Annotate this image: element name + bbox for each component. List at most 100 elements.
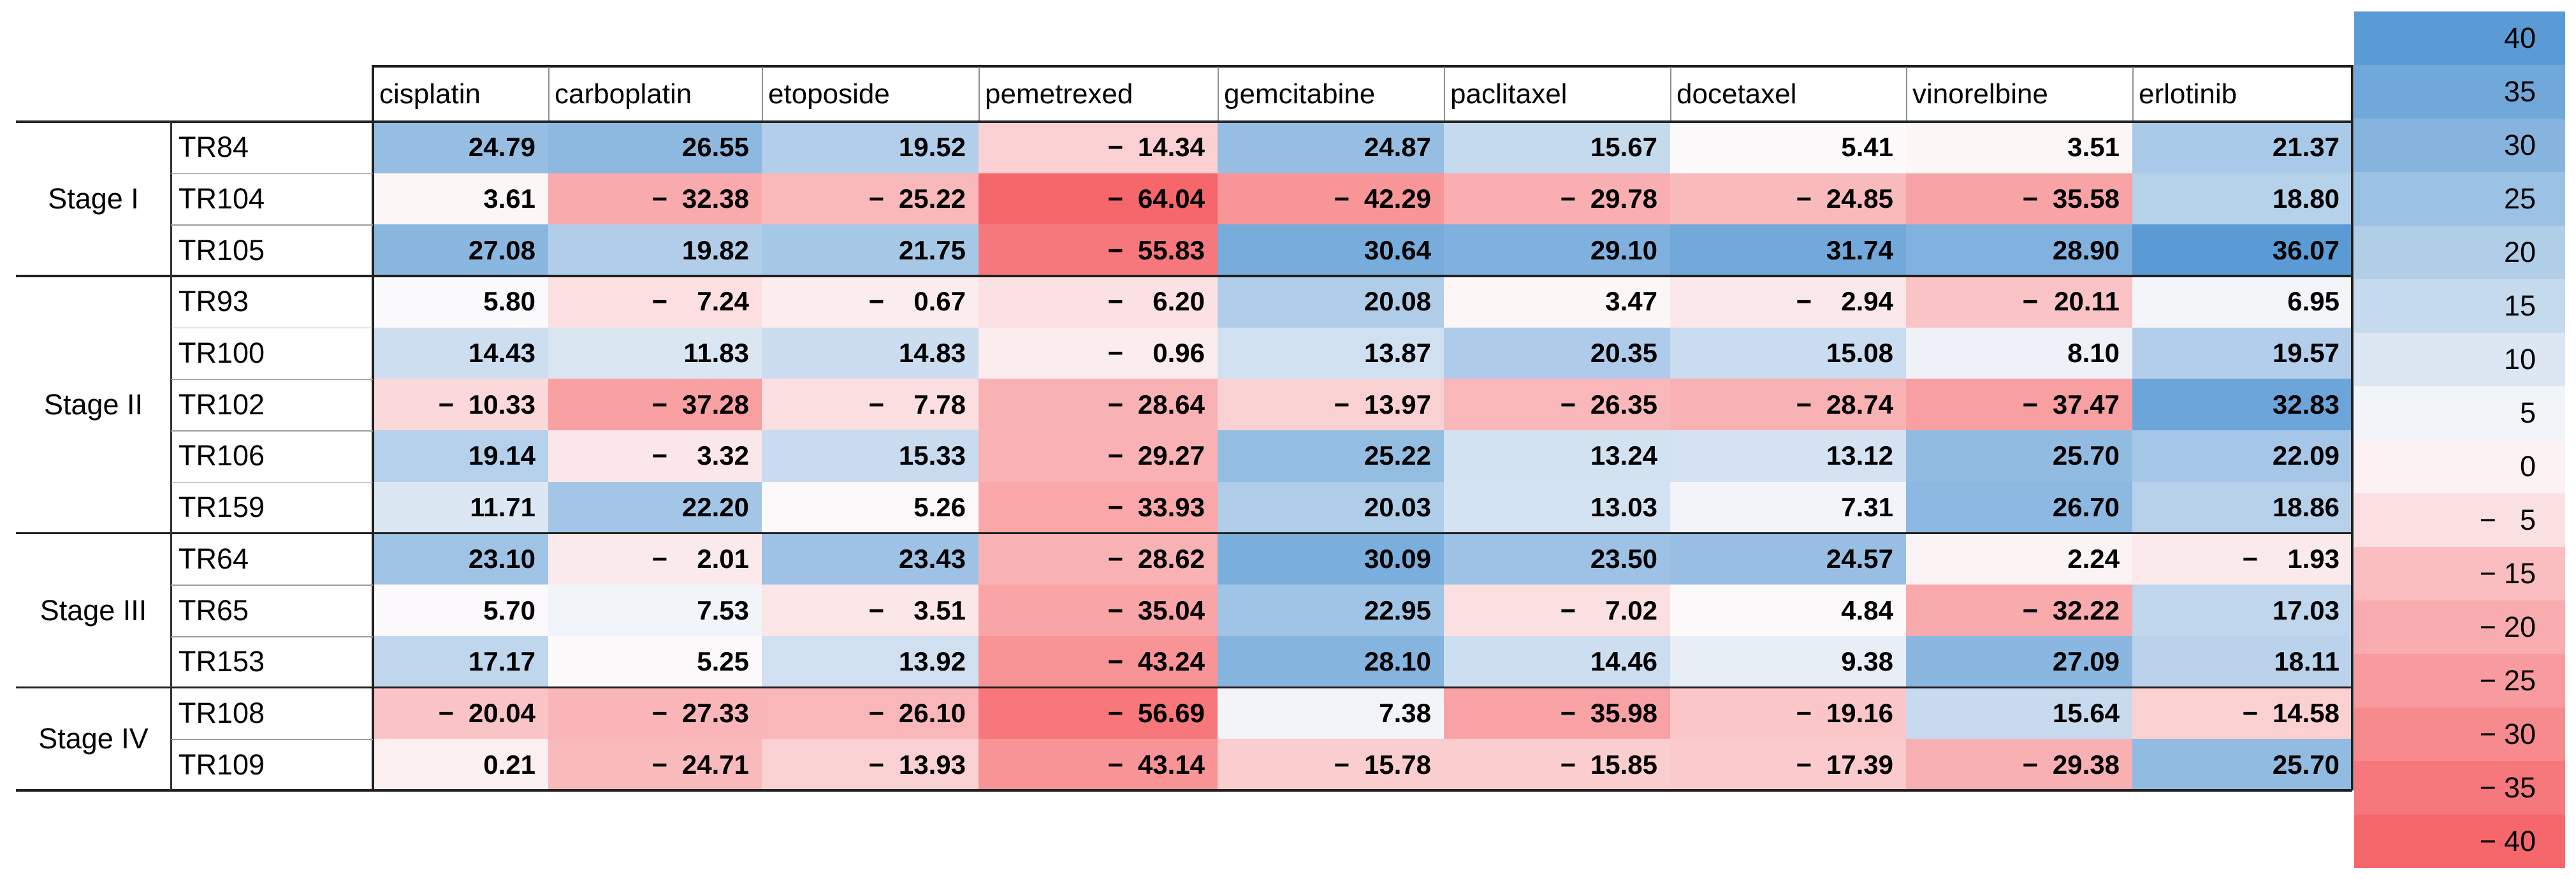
cell-TR153-paclitaxel[interactable]: 14.46 [1444, 636, 1670, 688]
cell-TR109-pemetrexed[interactable]: −43.14 [979, 739, 1218, 790]
cell-TR100-paclitaxel[interactable]: 20.35 [1444, 327, 1670, 379]
cell-TR109-carboplatin[interactable]: −24.71 [548, 739, 762, 790]
row-label-TR159[interactable]: TR159 [171, 481, 373, 534]
cell-TR64-vinorelbine[interactable]: 2.24 [1906, 533, 2132, 585]
row-label-TR84[interactable]: TR84 [171, 122, 373, 173]
cell-TR109-etoposide[interactable]: −13.93 [762, 739, 979, 790]
cell-TR84-carboplatin[interactable]: 26.55 [548, 122, 762, 173]
cell-TR109-cisplatin[interactable]: 0.21 [373, 739, 548, 790]
cell-TR106-gemcitabine[interactable]: 25.22 [1218, 430, 1444, 482]
cell-TR100-pemetrexed[interactable]: −0.96 [979, 327, 1218, 379]
cell-TR159-paclitaxel[interactable]: 13.03 [1444, 481, 1670, 534]
cell-TR159-vinorelbine[interactable]: 26.70 [1906, 481, 2132, 534]
legend-band--15[interactable]: −15 [2354, 547, 2565, 600]
cell-TR64-gemcitabine[interactable]: 30.09 [1218, 533, 1444, 585]
cell-TR100-carboplatin[interactable]: 11.83 [548, 327, 762, 379]
cell-TR104-carboplatin[interactable]: −32.38 [548, 173, 762, 225]
cell-TR108-carboplatin[interactable]: −27.33 [548, 687, 762, 739]
legend-band--20[interactable]: −20 [2354, 600, 2565, 654]
cell-TR159-gemcitabine[interactable]: 20.03 [1218, 481, 1444, 534]
cell-TR106-erlotinib[interactable]: 22.09 [2132, 430, 2352, 482]
row-label-TR109[interactable]: TR109 [171, 739, 373, 790]
cell-TR64-erlotinib[interactable]: −1.93 [2132, 533, 2352, 585]
legend-band-20[interactable]: 20 [2354, 226, 2565, 279]
stage-label-stage-ii[interactable]: Stage II [16, 276, 171, 534]
cell-TR102-paclitaxel[interactable]: −26.35 [1444, 379, 1670, 431]
cell-TR93-etoposide[interactable]: −0.67 [762, 276, 979, 328]
row-label-TR153[interactable]: TR153 [171, 636, 373, 688]
cell-TR104-etoposide[interactable]: −25.22 [762, 173, 979, 225]
cell-TR65-paclitaxel[interactable]: −7.02 [1444, 585, 1670, 636]
cell-TR104-cisplatin[interactable]: 3.61 [373, 173, 548, 225]
cell-TR159-etoposide[interactable]: 5.26 [762, 481, 979, 534]
cell-TR105-cisplatin[interactable]: 27.08 [373, 224, 548, 277]
cell-TR65-erlotinib[interactable]: 17.03 [2132, 585, 2352, 636]
cell-TR65-cisplatin[interactable]: 5.70 [373, 585, 548, 636]
stage-label-stage-iv[interactable]: Stage IV [16, 687, 171, 790]
cell-TR93-paclitaxel[interactable]: 3.47 [1444, 276, 1670, 328]
cell-TR93-gemcitabine[interactable]: 20.08 [1218, 276, 1444, 328]
legend-band-40[interactable]: 40 [2354, 11, 2565, 65]
cell-TR93-pemetrexed[interactable]: −6.20 [979, 276, 1218, 328]
cell-TR108-paclitaxel[interactable]: −35.98 [1444, 687, 1670, 739]
cell-TR109-erlotinib[interactable]: 25.70 [2132, 739, 2352, 790]
cell-TR100-gemcitabine[interactable]: 13.87 [1218, 327, 1444, 379]
column-header-erlotinib[interactable]: erlotinib [2132, 67, 2352, 122]
cell-TR105-pemetrexed[interactable]: −55.83 [979, 224, 1218, 277]
cell-TR100-cisplatin[interactable]: 14.43 [373, 327, 548, 379]
cell-TR105-vinorelbine[interactable]: 28.90 [1906, 224, 2132, 277]
cell-TR104-gemcitabine[interactable]: −42.29 [1218, 173, 1444, 225]
cell-TR108-erlotinib[interactable]: −14.58 [2132, 687, 2352, 739]
legend-band--5[interactable]: −5 [2354, 493, 2565, 547]
column-header-docetaxel[interactable]: docetaxel [1670, 67, 1906, 122]
cell-TR153-pemetrexed[interactable]: −43.24 [979, 636, 1218, 688]
cell-TR102-cisplatin[interactable]: −10.33 [373, 379, 548, 431]
cell-TR102-vinorelbine[interactable]: −37.47 [1906, 379, 2132, 431]
cell-TR105-docetaxel[interactable]: 31.74 [1670, 224, 1906, 277]
stage-label-stage-iii[interactable]: Stage III [16, 533, 171, 688]
cell-TR106-carboplatin[interactable]: −3.32 [548, 430, 762, 482]
cell-TR84-pemetrexed[interactable]: −14.34 [979, 122, 1218, 173]
legend-band-25[interactable]: 25 [2354, 172, 2565, 226]
cell-TR159-docetaxel[interactable]: 7.31 [1670, 481, 1906, 534]
cell-TR104-paclitaxel[interactable]: −29.78 [1444, 173, 1670, 225]
row-label-TR108[interactable]: TR108 [171, 687, 373, 739]
cell-TR105-erlotinib[interactable]: 36.07 [2132, 224, 2352, 277]
cell-TR109-gemcitabine[interactable]: −15.78 [1218, 739, 1444, 790]
cell-TR93-cisplatin[interactable]: 5.80 [373, 276, 548, 328]
column-header-etoposide[interactable]: etoposide [762, 67, 979, 122]
cell-TR102-erlotinib[interactable]: 32.83 [2132, 379, 2352, 431]
cell-TR106-cisplatin[interactable]: 19.14 [373, 430, 548, 482]
cell-TR106-etoposide[interactable]: 15.33 [762, 430, 979, 482]
cell-TR102-carboplatin[interactable]: −37.28 [548, 379, 762, 431]
cell-TR153-etoposide[interactable]: 13.92 [762, 636, 979, 688]
row-label-TR64[interactable]: TR64 [171, 533, 373, 585]
cell-TR106-vinorelbine[interactable]: 25.70 [1906, 430, 2132, 482]
cell-TR93-carboplatin[interactable]: −7.24 [548, 276, 762, 328]
cell-TR109-docetaxel[interactable]: −17.39 [1670, 739, 1906, 790]
column-header-paclitaxel[interactable]: paclitaxel [1444, 67, 1670, 122]
cell-TR102-gemcitabine[interactable]: −13.97 [1218, 379, 1444, 431]
cell-TR65-docetaxel[interactable]: 4.84 [1670, 585, 1906, 636]
cell-TR159-cisplatin[interactable]: 11.71 [373, 481, 548, 534]
cell-TR153-cisplatin[interactable]: 17.17 [373, 636, 548, 688]
cell-TR105-carboplatin[interactable]: 19.82 [548, 224, 762, 277]
column-header-vinorelbine[interactable]: vinorelbine [1906, 67, 2132, 122]
cell-TR64-cisplatin[interactable]: 23.10 [373, 533, 548, 585]
cell-TR153-vinorelbine[interactable]: 27.09 [1906, 636, 2132, 688]
cell-TR100-vinorelbine[interactable]: 8.10 [1906, 327, 2132, 379]
cell-TR108-pemetrexed[interactable]: −56.69 [979, 687, 1218, 739]
cell-TR105-paclitaxel[interactable]: 29.10 [1444, 224, 1670, 277]
cell-TR65-pemetrexed[interactable]: −35.04 [979, 585, 1218, 636]
cell-TR153-carboplatin[interactable]: 5.25 [548, 636, 762, 688]
cell-TR153-gemcitabine[interactable]: 28.10 [1218, 636, 1444, 688]
cell-TR159-carboplatin[interactable]: 22.20 [548, 481, 762, 534]
cell-TR84-docetaxel[interactable]: 5.41 [1670, 122, 1906, 173]
cell-TR64-etoposide[interactable]: 23.43 [762, 533, 979, 585]
cell-TR108-etoposide[interactable]: −26.10 [762, 687, 979, 739]
cell-TR105-gemcitabine[interactable]: 30.64 [1218, 224, 1444, 277]
stage-label-stage-i[interactable]: Stage I [16, 122, 171, 277]
cell-TR100-etoposide[interactable]: 14.83 [762, 327, 979, 379]
cell-TR84-erlotinib[interactable]: 21.37 [2132, 122, 2352, 173]
column-header-pemetrexed[interactable]: pemetrexed [979, 67, 1218, 122]
